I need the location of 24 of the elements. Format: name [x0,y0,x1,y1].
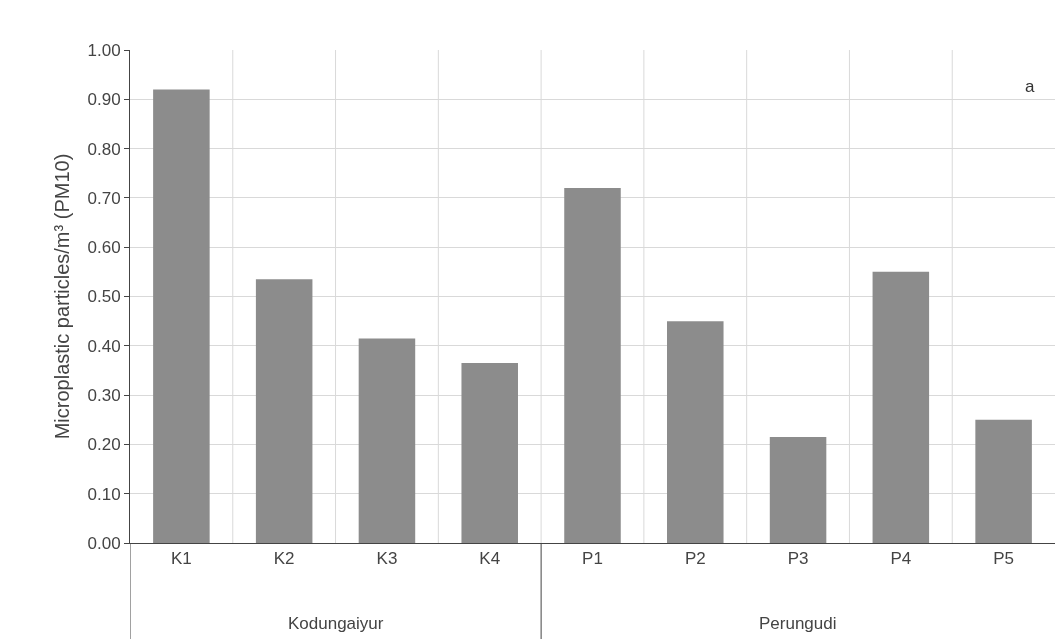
x-tick-label: P4 [890,549,912,569]
y-tick-label: 0.70 [87,188,121,208]
text: Perungudi [759,614,837,633]
x-tick-label: P2 [684,549,706,569]
y-tick-label: 0.50 [87,287,121,307]
y-tick-label: 0.80 [87,139,121,159]
y-tick-label: 1.00 [87,40,121,60]
x-tick-label: P1 [582,549,603,569]
y-tick-label: 0.30 [87,386,121,406]
x-tick-label: K2 [273,549,295,569]
x-tick-label: P5 [993,549,1015,569]
y-tick-label: 0.10 [87,484,121,504]
x-tick-label: K4 [479,549,501,569]
x-tick-label: K3 [376,549,398,569]
y-tick-label: 0.60 [87,238,121,258]
x-tick-label: P3 [787,549,809,569]
annotation: a [1025,77,1035,96]
y-tick-label: 0.90 [87,90,121,110]
x-tick-label: K1 [170,549,192,569]
y-axis-title: Microplastic particles/m³ (PM10) [51,153,74,440]
y-tick-label: 0.40 [87,336,121,356]
y-tick-label: 0.20 [87,435,121,455]
text: Kodungaiyur [288,614,384,633]
y-tick-label: 0.00 [87,533,121,553]
